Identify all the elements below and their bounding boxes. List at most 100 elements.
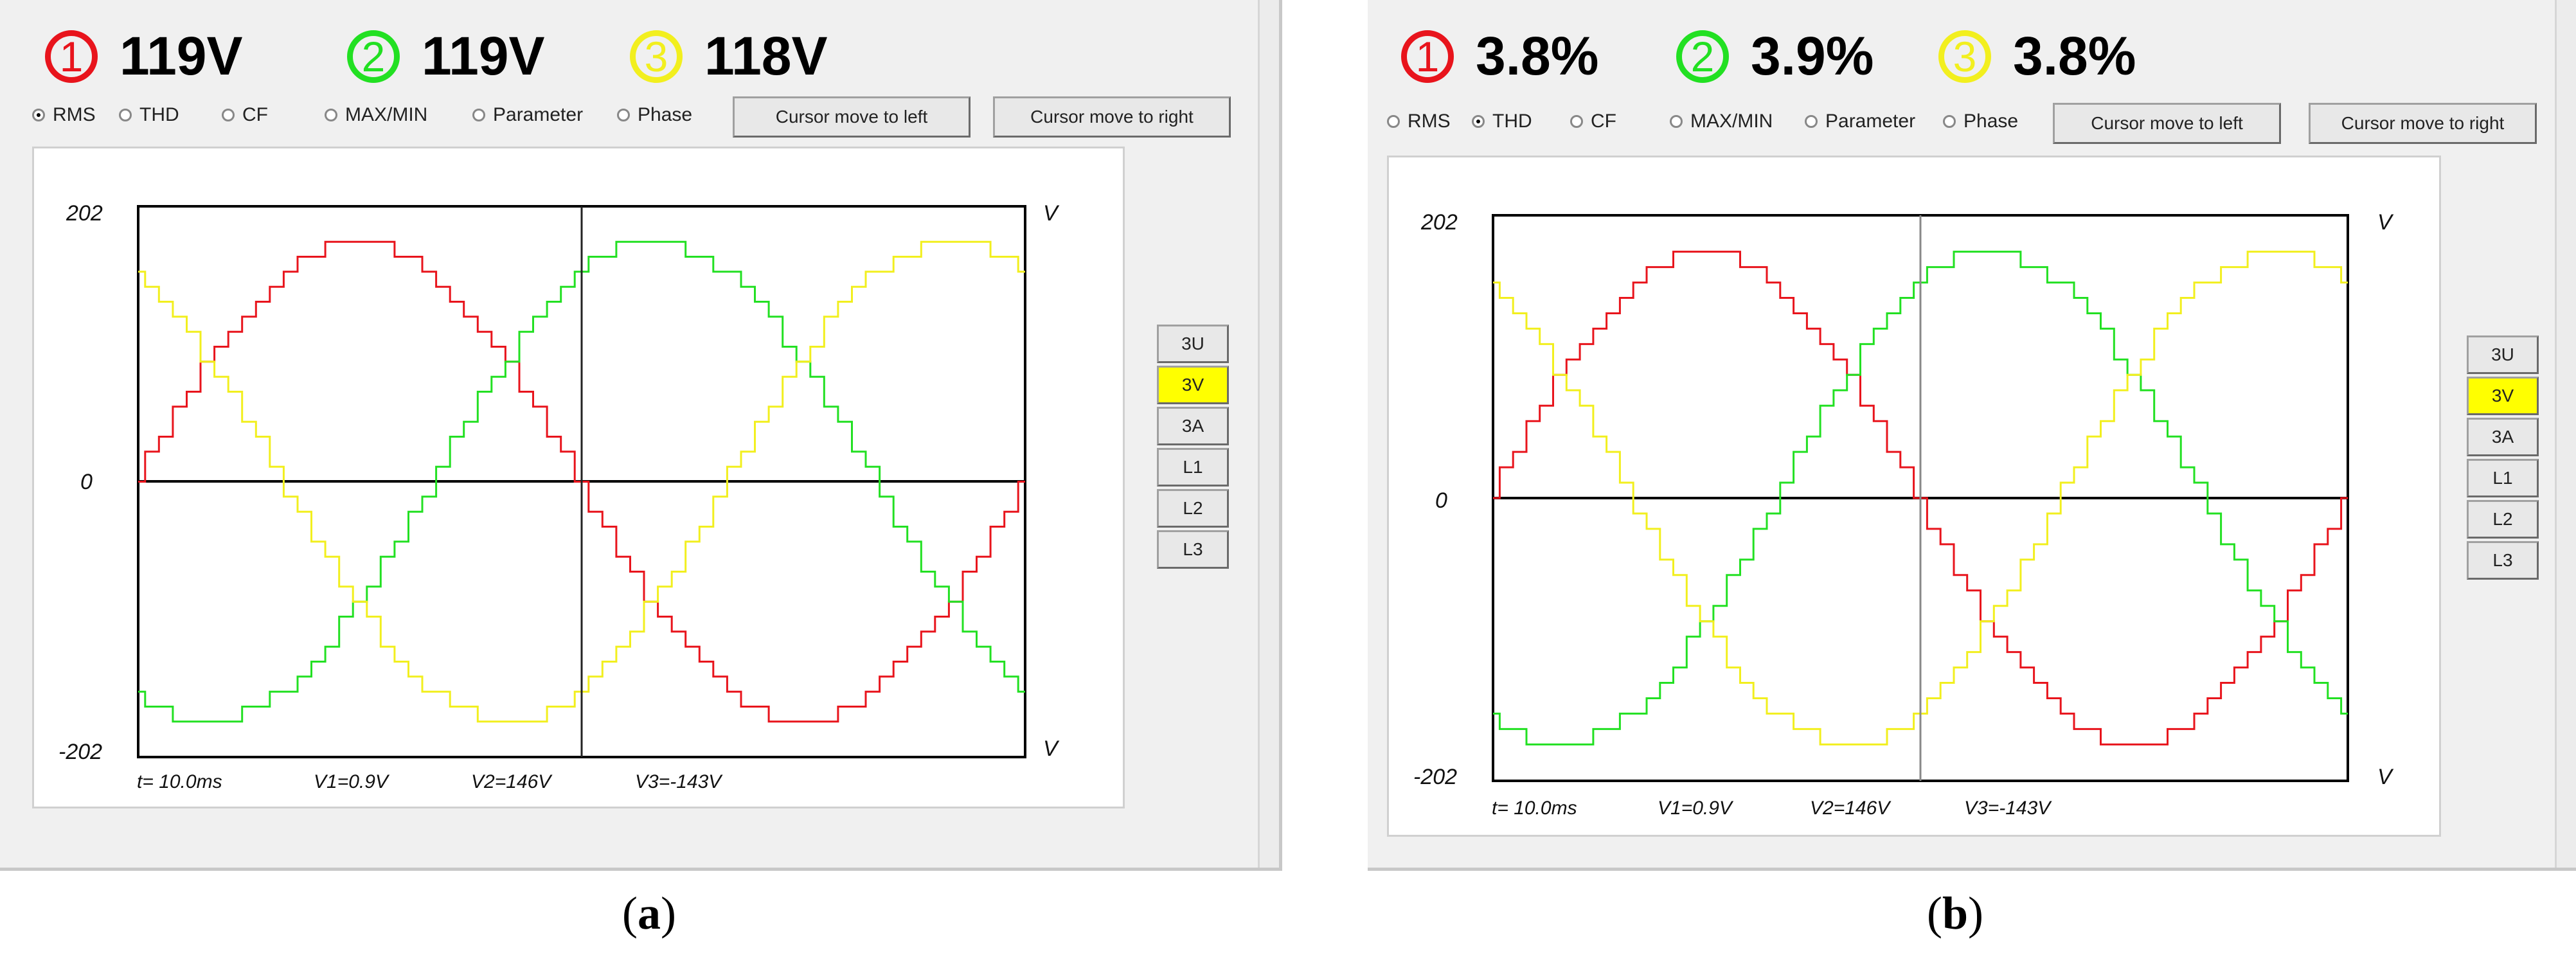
phase-1-circle-icon: 1	[45, 30, 98, 83]
cursor-left-button[interactable]: Cursor move to left	[733, 96, 970, 138]
radio-label: CF	[242, 104, 268, 125]
waveform-svg: 202 0 -202 V V t= 10.0ms V1=0.9V V2=146V…	[1413, 210, 2394, 819]
phase-1-readout: 1 119V	[45, 26, 243, 87]
view-button-l2[interactable]: L2	[2467, 500, 2539, 539]
radio-dot	[1472, 115, 1485, 128]
v3-readout: V3=-143V	[635, 771, 723, 792]
cursor-right-button[interactable]: Cursor move to right	[993, 96, 1231, 138]
v1-readout: V1=0.9V	[314, 771, 390, 792]
view-buttons: 3U 3V 3A L1 L2 L3	[1157, 325, 1229, 571]
v2-readout: V2=146V	[471, 771, 553, 792]
phase-2-readout: 2 3.9%	[1676, 26, 1874, 87]
phase-1-value: 119V	[120, 26, 243, 86]
radio-cf[interactable]: CF	[1570, 111, 1616, 132]
radio-cf[interactable]: CF	[222, 104, 268, 126]
radio-dot	[472, 109, 485, 121]
phase-3-value: 118V	[704, 26, 828, 86]
view-button-l1[interactable]: L1	[1157, 448, 1229, 486]
unit-bottom-label: V	[1043, 736, 1060, 761]
phase-1-value: 3.8%	[1476, 26, 1599, 86]
panel-b: 1 3.8% 2 3.9% 3 3.8% RMS THD CF MAX/MIN …	[1368, 0, 2576, 871]
view-button-l2[interactable]: L2	[1157, 489, 1229, 528]
radio-thd[interactable]: THD	[119, 104, 179, 126]
view-button-3a[interactable]: 3A	[2467, 418, 2539, 456]
radio-dot	[325, 109, 337, 121]
radio-dot	[119, 109, 132, 121]
radio-label: RMS	[53, 104, 96, 125]
radio-label: Parameter	[493, 104, 584, 125]
y-zero-label: 0	[80, 470, 93, 494]
caption-b: (b)	[1927, 887, 1983, 940]
mode-controls: RMS THD CF MAX/MIN Parameter Phase Curso…	[1368, 102, 2576, 147]
time-readout: t= 10.0ms	[1492, 798, 1577, 819]
radio-maxmin[interactable]: MAX/MIN	[1670, 111, 1773, 132]
y-zero-label: 0	[1435, 488, 1447, 513]
caption-letter: a	[637, 888, 661, 939]
radio-phase[interactable]: Phase	[1943, 111, 2018, 132]
radio-phase[interactable]: Phase	[617, 104, 692, 126]
radio-label: MAX/MIN	[1690, 111, 1773, 132]
radio-label: CF	[1591, 111, 1616, 132]
caption-open: (	[1927, 888, 1942, 939]
radio-dot	[32, 109, 45, 121]
radio-rms[interactable]: RMS	[32, 104, 96, 126]
phase-2-value: 3.9%	[1751, 26, 1874, 86]
radio-dot	[222, 109, 235, 121]
y-max-label: 202	[66, 201, 103, 226]
phase-2-circle-icon: 2	[1676, 30, 1729, 83]
waveform-plot: 202 0 -202 V V t= 10.0ms V1=0.9V V2=146V…	[32, 147, 1125, 808]
panel-scroll-edge	[2555, 0, 2576, 868]
radio-dot	[1570, 115, 1583, 128]
radio-dot	[1805, 115, 1818, 128]
view-button-3v[interactable]: 3V	[1157, 366, 1229, 404]
v3-readout: V3=-143V	[1964, 798, 2052, 819]
phase-1-readout: 1 3.8%	[1401, 26, 1598, 87]
cursor-left-button[interactable]: Cursor move to left	[2053, 103, 2281, 144]
radio-parameter[interactable]: Parameter	[472, 104, 583, 126]
phase-readouts: 1 119V 2 119V 3 118V	[0, 0, 1279, 103]
view-button-3u[interactable]: 3U	[1157, 325, 1229, 363]
radio-thd[interactable]: THD	[1472, 111, 1532, 132]
radio-maxmin[interactable]: MAX/MIN	[325, 104, 427, 126]
radio-label: THD	[139, 104, 179, 125]
phase-3-circle-icon: 3	[630, 30, 683, 83]
radio-dot	[617, 109, 630, 121]
phase-3-value: 3.8%	[2013, 26, 2136, 86]
radio-dot	[1943, 115, 1956, 128]
radio-label: Phase	[1963, 111, 2019, 132]
view-button-3v[interactable]: 3V	[2467, 377, 2539, 415]
mode-controls: RMS THD CF MAX/MIN Parameter Phase Curso…	[0, 95, 1279, 140]
radio-rms[interactable]: RMS	[1387, 111, 1451, 132]
v2-readout: V2=146V	[1810, 798, 1892, 819]
time-readout: t= 10.0ms	[137, 771, 222, 792]
phase-3-circle-icon: 3	[1938, 30, 1991, 83]
view-button-l3[interactable]: L3	[1157, 530, 1229, 569]
caption-letter: b	[1942, 888, 1969, 939]
unit-top-label: V	[2377, 210, 2394, 235]
unit-top-label: V	[1043, 201, 1060, 226]
v1-readout: V1=0.9V	[1658, 798, 1734, 819]
y-max-label: 202	[1420, 210, 1458, 235]
view-button-l1[interactable]: L1	[2467, 459, 2539, 497]
phase-3-readout: 3 118V	[630, 26, 828, 87]
cursor-right-button[interactable]: Cursor move to right	[2309, 103, 2537, 144]
radio-label: THD	[1492, 111, 1532, 132]
radio-label: RMS	[1408, 111, 1451, 132]
radio-dot	[1387, 115, 1400, 128]
panel-scroll-edge	[1258, 0, 1279, 868]
radio-parameter[interactable]: Parameter	[1805, 111, 1915, 132]
phase-3-readout: 3 3.8%	[1938, 26, 2136, 87]
view-button-3u[interactable]: 3U	[2467, 335, 2539, 374]
phase-1-circle-icon: 1	[1401, 30, 1454, 83]
waveform-plot: 202 0 -202 V V t= 10.0ms V1=0.9V V2=146V…	[1387, 156, 2441, 837]
view-button-3a[interactable]: 3A	[1157, 407, 1229, 445]
caption-open: (	[622, 888, 638, 939]
radio-label: MAX/MIN	[345, 104, 428, 125]
caption-close: )	[1968, 888, 1984, 939]
caption-close: )	[660, 888, 676, 939]
radio-label: Parameter	[1825, 111, 1916, 132]
view-button-l3[interactable]: L3	[2467, 541, 2539, 580]
phase-2-circle-icon: 2	[347, 30, 400, 83]
view-buttons: 3U 3V 3A L1 L2 L3	[2467, 335, 2539, 582]
radio-label: Phase	[638, 104, 693, 125]
